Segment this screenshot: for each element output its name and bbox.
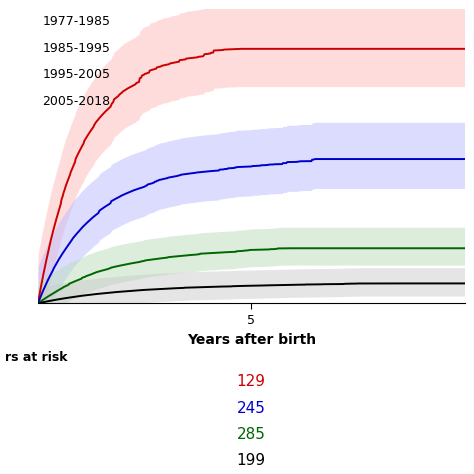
Text: 1985-1995: 1985-1995 bbox=[42, 42, 110, 55]
Text: 1977-1985: 1977-1985 bbox=[42, 15, 110, 28]
Text: rs at risk: rs at risk bbox=[5, 351, 67, 364]
Text: 1995-2005: 1995-2005 bbox=[42, 68, 110, 81]
Text: 199: 199 bbox=[237, 453, 266, 468]
Text: 245: 245 bbox=[237, 401, 265, 416]
Text: 2005-2018: 2005-2018 bbox=[42, 95, 110, 108]
Text: Years after birth: Years after birth bbox=[187, 333, 316, 347]
Text: 129: 129 bbox=[237, 374, 266, 390]
Text: 285: 285 bbox=[237, 427, 265, 442]
